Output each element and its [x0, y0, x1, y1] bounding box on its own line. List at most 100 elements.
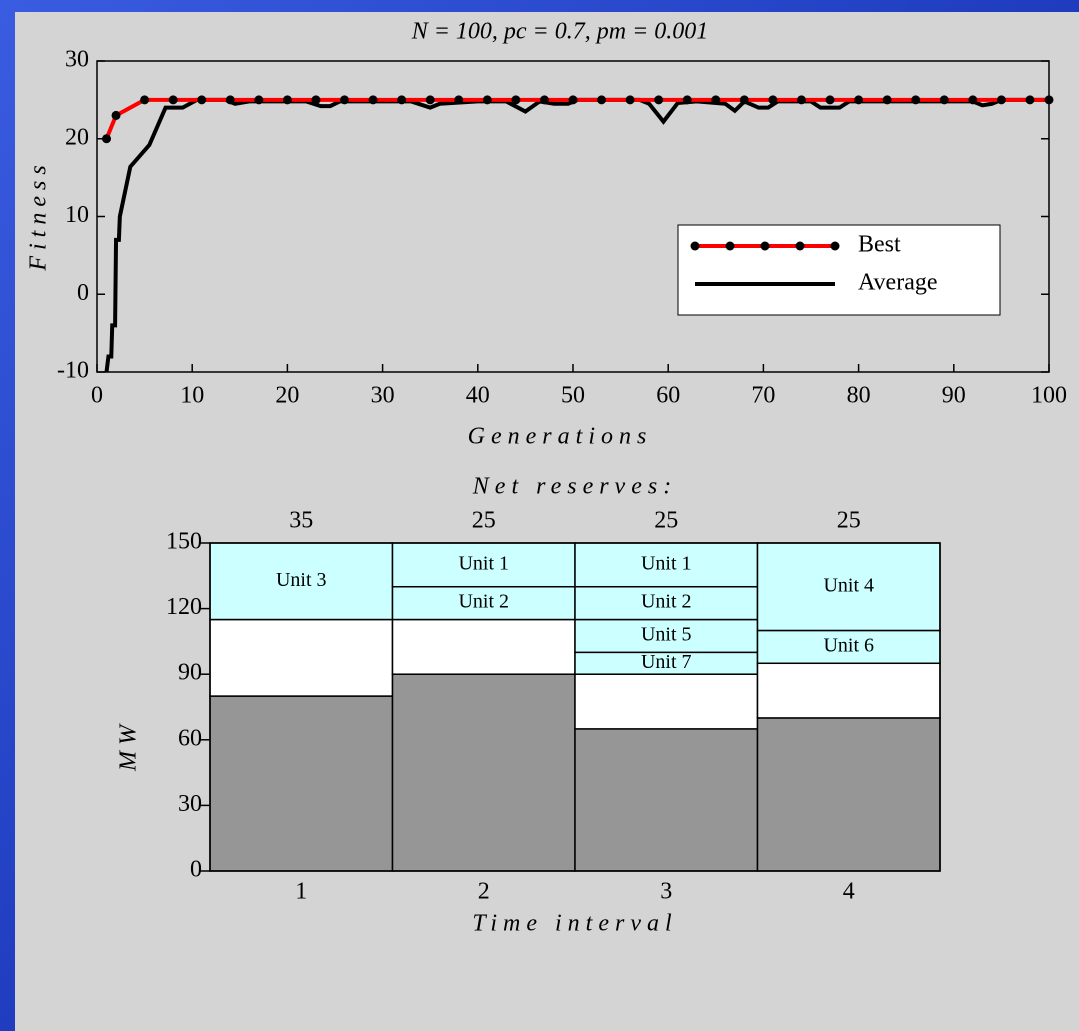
marker — [1025, 95, 1035, 105]
marker — [968, 95, 978, 105]
marker — [739, 95, 749, 105]
marker — [996, 95, 1006, 105]
unit-label: Unit 7 — [641, 651, 692, 673]
unit-label: Unit 2 — [641, 591, 692, 613]
legend-marker — [795, 241, 805, 251]
x-tick-label: 1 — [295, 879, 307, 905]
marker — [311, 95, 321, 105]
x-axis-label: Time interval — [472, 911, 677, 937]
legend-label: Average — [858, 270, 938, 296]
reserve-segment — [574, 673, 759, 730]
reserve-value: 35 — [289, 508, 313, 534]
x-tick-label: 40 — [466, 383, 490, 409]
x-tick-label: 10 — [180, 383, 204, 409]
x-tick-label: 90 — [942, 383, 966, 409]
marker — [768, 95, 778, 105]
x-tick-label: 20 — [275, 383, 299, 409]
marker — [482, 95, 492, 105]
load-segment — [756, 717, 941, 872]
x-axis-label: Generations — [468, 424, 653, 450]
marker — [425, 95, 435, 105]
y-tick-label: 120 — [166, 594, 202, 620]
chart-title: N = 100, pc = 0.7, pm = 0.001 — [411, 19, 709, 45]
marker — [511, 95, 521, 105]
marker — [539, 95, 549, 105]
x-tick-label: 3 — [660, 879, 672, 905]
unit-segment — [756, 542, 941, 632]
unit-label: Unit 6 — [823, 634, 874, 656]
y-tick-label: 60 — [178, 725, 202, 751]
load-segment — [391, 673, 576, 872]
marker — [854, 95, 864, 105]
y-tick-label: 0 — [77, 280, 89, 306]
reserve-segment — [391, 618, 576, 675]
y-tick-label: 30 — [65, 47, 89, 73]
y-tick-label: 150 — [166, 529, 202, 555]
marker — [368, 95, 378, 105]
y-tick-label: 90 — [178, 660, 202, 686]
marker — [796, 95, 806, 105]
marker — [102, 134, 112, 144]
x-tick-label: 70 — [751, 383, 775, 409]
marker — [140, 95, 150, 105]
load-segment — [574, 728, 759, 872]
marker — [625, 95, 635, 105]
legend-marker — [690, 241, 700, 251]
legend-marker — [830, 241, 840, 251]
unit-segment — [574, 542, 759, 588]
y-tick-label: 0 — [190, 857, 202, 883]
legend-marker — [760, 241, 770, 251]
marker — [454, 95, 464, 105]
unit-label: Unit 3 — [276, 569, 327, 591]
x-tick-label: 100 — [1031, 383, 1067, 409]
marker — [711, 95, 721, 105]
x-tick-label: 30 — [371, 383, 395, 409]
reserve-value: 25 — [837, 508, 861, 534]
x-tick-label: 0 — [91, 383, 103, 409]
y-tick-label: -10 — [57, 358, 89, 384]
reserve-value: 25 — [654, 508, 678, 534]
y-tick-label: 30 — [178, 791, 202, 817]
reserve-segment — [209, 618, 394, 697]
unit-label: Unit 4 — [823, 574, 874, 596]
panel — [15, 12, 1079, 1031]
marker — [282, 95, 292, 105]
unit-label: Unit 2 — [458, 591, 509, 613]
y-tick-label: 20 — [65, 124, 89, 150]
legend — [677, 224, 1001, 316]
unit-label: Unit 1 — [458, 552, 509, 574]
legend-marker — [725, 241, 735, 251]
marker — [197, 95, 207, 105]
unit-segment — [391, 585, 576, 621]
marker — [1044, 95, 1054, 105]
marker — [254, 95, 264, 105]
legend-label: Best — [858, 232, 901, 258]
x-tick-label: 50 — [561, 383, 585, 409]
marker — [682, 95, 692, 105]
marker — [597, 95, 607, 105]
x-tick-label: 60 — [656, 383, 680, 409]
unit-label: Unit 1 — [641, 552, 692, 574]
marker — [397, 95, 407, 105]
x-tick-label: 80 — [847, 383, 871, 409]
marker — [939, 95, 949, 105]
marker — [825, 95, 835, 105]
reserves-label: Net reserves: — [472, 474, 677, 500]
x-tick-label: 2 — [478, 879, 490, 905]
y-tick-label: 10 — [65, 202, 89, 228]
unit-segment — [209, 542, 394, 621]
marker — [911, 95, 921, 105]
marker — [654, 95, 664, 105]
reserve-value: 25 — [472, 508, 496, 534]
y-axis-label: Fitness — [26, 159, 52, 271]
y-axis-label: MW — [116, 719, 142, 772]
marker — [168, 95, 178, 105]
marker — [225, 95, 235, 105]
marker — [882, 95, 892, 105]
plot-frame — [209, 542, 941, 872]
marker — [340, 95, 350, 105]
marker — [111, 110, 121, 120]
unit-label: Unit 5 — [641, 624, 692, 646]
